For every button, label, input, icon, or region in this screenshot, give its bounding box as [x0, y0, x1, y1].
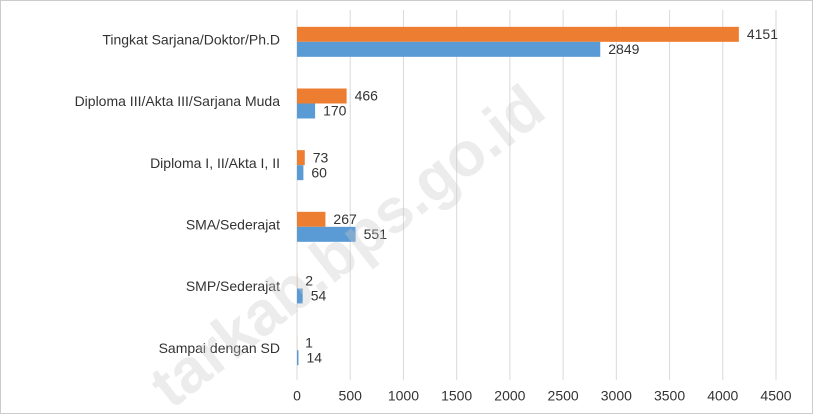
y-tick-label: SMP/Sederajat	[186, 278, 280, 294]
bar	[297, 211, 326, 227]
data-label: 73	[313, 149, 329, 165]
bar	[297, 103, 316, 119]
x-tick-label: 1000	[388, 388, 419, 404]
data-label: 2	[305, 273, 313, 289]
y-tick-label: Sampai dengan SD	[159, 340, 280, 356]
bar	[297, 288, 303, 304]
data-label: 551	[364, 226, 388, 242]
data-label: 60	[311, 164, 327, 180]
y-tick-label: SMA/Sederajat	[186, 217, 280, 233]
data-label: 466	[355, 88, 379, 104]
y-tick-label: Diploma I, II/Akta I, II	[150, 155, 280, 171]
bar	[297, 150, 305, 166]
data-label: 267	[333, 211, 357, 227]
x-tick-label: 2000	[494, 388, 525, 404]
y-tick-label: Tingkat Sarjana/Doktor/Ph.D	[102, 32, 280, 48]
data-label: 2849	[608, 41, 639, 57]
bar	[297, 350, 299, 366]
x-tick-label: 3000	[601, 388, 632, 404]
data-label: 14	[306, 349, 322, 365]
data-label: 54	[311, 288, 327, 304]
x-tick-label: 4000	[707, 388, 738, 404]
y-tick-label: Diploma III/Akta III/Sarjana Muda	[75, 93, 281, 109]
data-label: 4151	[747, 26, 778, 42]
bar	[297, 41, 601, 57]
x-tick-label: 500	[339, 388, 363, 404]
x-tick-label: 1500	[441, 388, 472, 404]
bar	[297, 26, 739, 42]
bar	[297, 88, 347, 104]
data-label: 170	[323, 103, 347, 119]
data-label: 1	[305, 334, 313, 350]
x-tick-label: 0	[293, 388, 301, 404]
bar	[297, 165, 304, 181]
x-tick-label: 4500	[760, 388, 791, 404]
x-tick-label: 2500	[548, 388, 579, 404]
x-tick-label: 3500	[654, 388, 685, 404]
bar	[297, 226, 356, 242]
